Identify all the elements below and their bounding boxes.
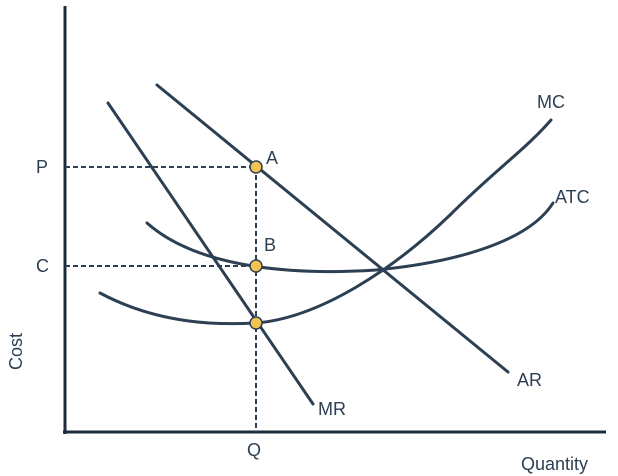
cost-tick-label: C (36, 256, 49, 276)
atc-curve (145, 201, 555, 274)
mc-curve (98, 118, 553, 326)
point-mc-mr-intersection (249, 316, 263, 330)
y-axis-label: Cost (6, 333, 26, 370)
point-a-label: A (266, 148, 278, 168)
mc-label: MC (537, 92, 565, 112)
point-b (249, 259, 263, 273)
price-tick-label: P (36, 157, 48, 177)
point-b-label: B (264, 235, 276, 255)
x-axis-label: Quantity (521, 454, 588, 474)
mr-label: MR (318, 399, 346, 419)
mr-curve (106, 101, 315, 406)
quantity-tick-label: Q (247, 440, 261, 460)
point-a (249, 160, 263, 174)
ar-curve (155, 83, 510, 374)
ar-label: AR (517, 370, 542, 390)
atc-label: ATC (555, 187, 590, 207)
